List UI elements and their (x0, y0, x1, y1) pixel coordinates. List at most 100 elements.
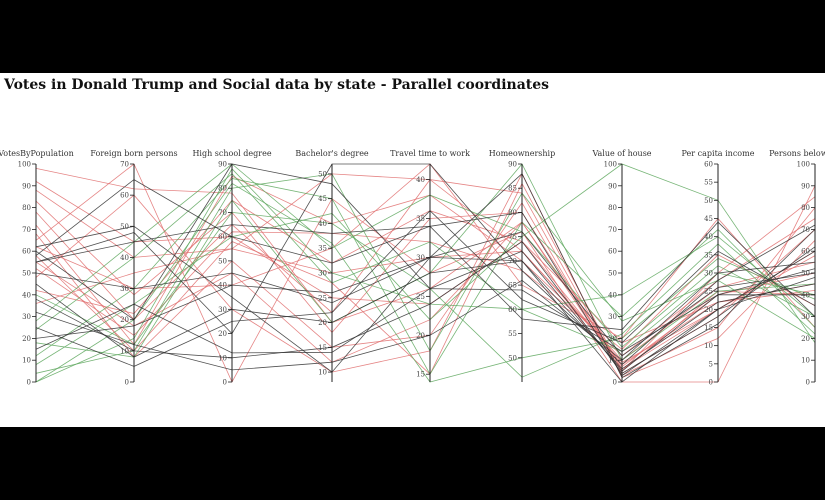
state-line-28 (35, 163, 816, 366)
tick-label: 85 (508, 185, 517, 193)
tick-label: 0 (125, 379, 129, 387)
tick-label: 60 (218, 233, 227, 241)
series-lines (35, 163, 816, 383)
tick-label: 25 (704, 288, 713, 296)
axis-8: Per capita income 0 5 10 15 20 25 30 35 40 45 50 55 6… (682, 149, 755, 387)
tick-label: 60 (608, 248, 617, 256)
tick-label: 70 (120, 161, 129, 169)
tick-label: 50 (120, 223, 129, 231)
tick-label: 90 (801, 182, 810, 190)
tick-label: 20 (416, 332, 425, 340)
tick-label: 70 (801, 226, 810, 234)
tick-label: 80 (508, 209, 517, 217)
tick-label: 90 (22, 182, 31, 190)
axis-title: Travel time to work (390, 149, 470, 158)
state-line-15 (35, 173, 816, 363)
tick-label: 60 (22, 248, 31, 256)
tick-label: 70 (22, 226, 31, 234)
state-line-17 (35, 173, 816, 374)
tick-label: 100 (18, 161, 31, 169)
axis-title: Foreign born persons (90, 149, 177, 158)
axis-title: VotesByPopulation (0, 149, 74, 158)
tick-label: 35 (704, 251, 713, 259)
tick-label: 80 (801, 204, 810, 212)
tick-label: 50 (704, 197, 713, 205)
tick-label: 20 (704, 306, 713, 314)
axis-1: VotesByPopulation 0 10 20 30 40 50 60 70 80 90 100 (0, 149, 74, 387)
tick-label: 10 (608, 357, 617, 365)
tick-label: 15 (318, 344, 327, 352)
tick-label: 80 (608, 204, 617, 212)
tick-label: 0 (223, 379, 227, 387)
tick-label: 30 (120, 285, 129, 293)
tick-label: 10 (120, 347, 129, 355)
axis-9: Persons below poverty 0 10 20 30 40 50 60 70 80 90… (769, 149, 825, 387)
tick-label: 0 (806, 379, 810, 387)
tick-label: 40 (318, 220, 327, 228)
tick-label: 0 (613, 379, 617, 387)
tick-label: 45 (704, 215, 713, 223)
tick-label: 20 (608, 335, 617, 343)
tick-label: 70 (608, 226, 617, 234)
tick-label: 40 (801, 291, 810, 299)
tick-label: 30 (608, 313, 617, 321)
tick-label: 65 (508, 282, 517, 290)
axis-title: Homeownership (489, 149, 555, 158)
tick-label: 25 (318, 294, 327, 302)
axis-title: Per capita income (682, 149, 755, 158)
tick-label: 50 (318, 170, 327, 178)
tick-label: 80 (218, 185, 227, 193)
tick-label: 60 (801, 248, 810, 256)
tick-label: 20 (22, 335, 31, 343)
tick-label: 60 (120, 192, 129, 200)
tick-label: 50 (608, 270, 617, 278)
state-line-6 (35, 175, 816, 357)
axis-2: Foreign born persons 0 10 20 30 40 50 60 70 (90, 149, 177, 387)
tick-label: 30 (218, 306, 227, 314)
axis-title: Persons below poverty (769, 149, 825, 158)
tick-label: 5 (709, 360, 713, 368)
axis-3: High school degree 0 10 20 30 40 50 60 70 80 90 (192, 149, 271, 387)
axis-4: Bachelor's degree 10 15 20 25 30 35 40 45 50 (295, 149, 369, 382)
axis-title: Value of house (591, 149, 651, 158)
tick-label: 30 (318, 270, 327, 278)
tick-label: 60 (704, 161, 713, 169)
chart-title: Votes in Donald Trump and Social data by… (4, 77, 550, 93)
tick-label: 50 (801, 270, 810, 278)
tick-label: 100 (604, 161, 617, 169)
tick-label: 25 (416, 293, 425, 301)
tick-label: 55 (508, 330, 517, 338)
tick-label: 100 (797, 161, 810, 169)
tick-label: 30 (801, 313, 810, 321)
tick-label: 55 (704, 179, 713, 187)
tick-label: 40 (608, 291, 617, 299)
state-line-5 (35, 179, 816, 374)
state-line-19 (35, 178, 816, 375)
axis-title: High school degree (192, 149, 271, 158)
axis-7: Value of house 0 10 20 30 40 50 60 70 80 90 100 (591, 149, 651, 387)
tick-label: 45 (318, 195, 327, 203)
tick-label: 40 (416, 176, 425, 184)
axis-5: Travel time to work 15 20 25 30 35 40 (390, 149, 470, 382)
state-line-18 (35, 163, 816, 365)
tick-label: 20 (801, 335, 810, 343)
axis-title: Bachelor's degree (295, 149, 369, 158)
tick-label: 10 (218, 354, 227, 362)
tick-label: 90 (608, 182, 617, 190)
tick-label: 35 (416, 215, 425, 223)
parallel-coordinates-chart: VotesByPopulation0102030405060708090100F… (0, 149, 825, 387)
tick-label: 30 (704, 270, 713, 278)
tick-label: 20 (120, 316, 129, 324)
chart-panel: Votes in Donald Trump and Social data by… (0, 73, 825, 427)
tick-label: 10 (704, 342, 713, 350)
axis-6: Homeownership 50 55 60 65 70 75 80 85 90 (489, 149, 555, 382)
tick-label: 75 (508, 233, 517, 241)
tick-label: 40 (704, 233, 713, 241)
tick-label: 40 (218, 282, 227, 290)
tick-label: 10 (22, 357, 31, 365)
tick-label: 20 (218, 330, 227, 338)
tick-label: 10 (318, 369, 327, 377)
tick-label: 90 (218, 161, 227, 169)
tick-label: 30 (416, 254, 425, 262)
tick-label: 30 (22, 313, 31, 321)
